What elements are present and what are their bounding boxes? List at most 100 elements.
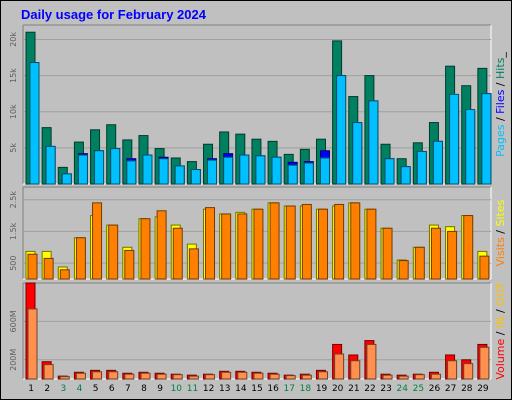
bar-out-day-12	[205, 374, 216, 380]
bar-visits-day-17	[285, 205, 296, 280]
bar-out-day-2	[43, 364, 54, 380]
series-out	[27, 308, 490, 380]
x-tick-day-2: 2	[44, 384, 50, 394]
bar-out-day-18	[301, 374, 312, 380]
bar-pages-day-23	[384, 158, 395, 185]
bar-pages-day-10	[174, 165, 185, 185]
panel-sites-visits: 500 1.5k 2.5k Visits / Sites	[9, 186, 507, 280]
x-tick-day-23: 23	[380, 384, 391, 394]
bar-out-day-10	[172, 374, 183, 380]
bar-pages-day-1	[29, 62, 40, 185]
x-tick-day-5: 5	[93, 384, 99, 394]
y-tick-label: 500	[9, 255, 18, 270]
x-tick-day-25: 25	[413, 384, 424, 394]
bar-visits-day-22	[366, 208, 377, 280]
x-tick-day-29: 29	[477, 384, 489, 394]
x-axis-labels: 1 2 3 4 5 6 7 8 9 10 11 12 13 14 15 16 17 18 19 20 21 22 23 24 2…	[28, 384, 489, 394]
bar-pages-day-22	[368, 100, 379, 185]
bar-pages-day-3	[61, 173, 72, 185]
y-tick-label: 10k	[9, 104, 18, 119]
bar-pages-day-17	[287, 164, 298, 185]
bar-out-day-4	[75, 372, 86, 380]
panel-hits-files-pages: 5k 10k 15k 20k Pages / Files / Hits_	[9, 24, 507, 185]
bar-visits-day-6	[108, 224, 119, 280]
bar-pages-day-6	[110, 148, 121, 185]
x-tick-day-3: 3	[60, 384, 66, 394]
x-tick-day-26: 26	[429, 384, 441, 394]
bar-out-day-24	[398, 375, 409, 380]
bar-visits-day-3	[59, 269, 70, 280]
bar-visits-day-23	[382, 227, 393, 280]
bar-visits-day-4	[75, 237, 86, 280]
chart-title: Daily usage for February 2024	[21, 7, 207, 22]
bar-out-day-26	[430, 373, 441, 380]
bar-out-day-29	[479, 346, 490, 380]
y-tick-label: 1.5k	[9, 222, 18, 240]
bar-out-day-25	[414, 374, 425, 380]
bar-visits-day-11	[188, 248, 199, 280]
bar-out-day-17	[285, 375, 296, 380]
bar-visits-day-21	[350, 202, 361, 280]
bar-pages-day-15	[255, 155, 266, 185]
plot-area	[23, 283, 491, 379]
legend-item: Visits	[494, 237, 507, 266]
bar-out-day-23	[382, 374, 393, 380]
bar-visits-day-5	[92, 202, 103, 280]
legend-item: OUT	[494, 282, 507, 306]
bar-pages-day-2	[45, 145, 56, 185]
panel-volume: 200M 600M Volume / IN / OUT	[9, 282, 507, 380]
bar-out-day-13	[221, 371, 232, 380]
bar-visits-day-29	[479, 255, 490, 280]
bar-pages-day-21	[352, 122, 363, 185]
bar-visits-day-26	[430, 227, 441, 280]
bar-visits-day-14	[237, 213, 248, 280]
bar-visits-day-10	[172, 227, 183, 280]
x-tick-day-15: 15	[251, 384, 262, 394]
bar-pages-day-8	[142, 154, 153, 185]
x-tick-day-28: 28	[461, 384, 473, 394]
bar-out-day-11	[188, 375, 199, 380]
legend-item: Volume	[494, 338, 507, 379]
bar-pages-day-14	[239, 154, 250, 185]
x-tick-day-20: 20	[332, 384, 344, 394]
legend-item: /	[494, 306, 507, 317]
bar-pages-day-5	[94, 150, 105, 185]
bar-visits-day-2	[43, 257, 54, 280]
bar-visits-day-15	[253, 208, 264, 280]
x-tick-day-4: 4	[77, 384, 83, 394]
bar-out-day-9	[156, 373, 167, 380]
bar-out-day-20	[334, 353, 345, 380]
x-tick-day-7: 7	[125, 384, 131, 394]
y-tick-label: 15k	[9, 68, 18, 83]
series-pages	[29, 62, 492, 185]
bar-pages-day-18	[303, 162, 314, 185]
bar-visits-day-25	[414, 246, 425, 280]
bar-visits-day-18	[301, 203, 312, 280]
bar-pages-day-29	[481, 93, 492, 185]
bar-pages-day-11	[190, 169, 201, 185]
bar-out-day-6	[108, 371, 119, 380]
bar-pages-day-7	[126, 160, 137, 185]
bar-visits-day-9	[156, 210, 167, 280]
x-tick-day-12: 12	[203, 384, 214, 394]
bar-out-day-3	[59, 376, 70, 380]
bar-pages-day-26	[432, 140, 443, 185]
legend-item: /	[494, 226, 507, 237]
x-tick-day-17: 17	[284, 384, 295, 394]
bar-pages-day-24	[400, 166, 411, 185]
bar-out-day-15	[253, 372, 264, 380]
x-tick-day-27: 27	[445, 384, 456, 394]
bar-visits-day-28	[463, 215, 474, 280]
bar-visits-day-20	[334, 203, 345, 280]
chart-panels: 5k 10k 15k 20k Pages / Files / Hits_ 500 1.5k 2…	[9, 24, 507, 380]
bar-out-day-16	[269, 373, 280, 380]
legend-item: Hits	[494, 57, 507, 79]
legend-item: Pages	[494, 124, 507, 157]
x-tick-day-19: 19	[316, 384, 328, 394]
bar-pages-day-19	[319, 157, 330, 185]
legend-item: Files	[494, 89, 507, 113]
bar-visits-day-27	[447, 230, 458, 280]
y-tick-label: 2.5k	[9, 191, 18, 209]
bar-visits-day-12	[205, 207, 216, 280]
